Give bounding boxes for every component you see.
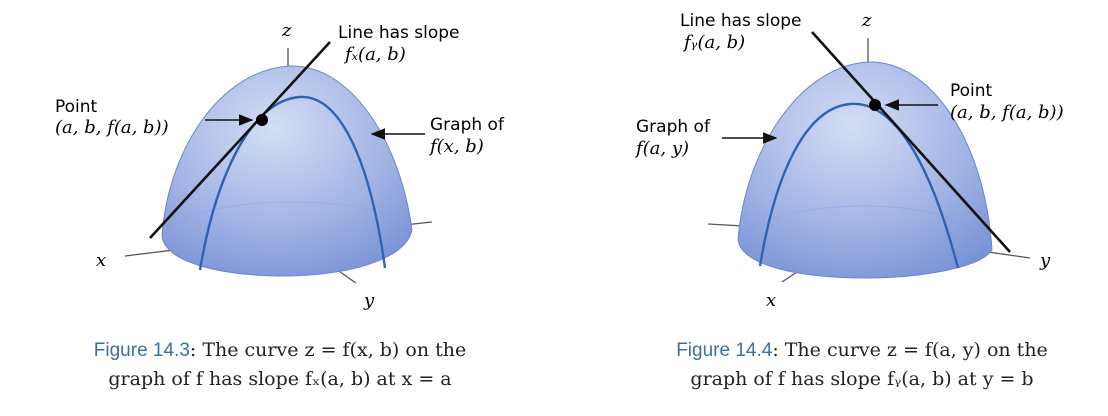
y-axis-right	[987, 251, 1031, 259]
surface-dome-left	[161, 65, 413, 277]
curve-f-x-b	[198, 95, 387, 271]
slope-title-right: Line has slope	[680, 11, 802, 31]
caption-figure-14-4: Figure 14.4: The curve z = f(a, y) on th…	[632, 336, 1092, 393]
graph-expr-right: f(a, y)	[634, 138, 689, 159]
axis-x-label-left: x	[96, 250, 106, 271]
dome-base-rim-left	[161, 201, 413, 237]
point-title-right: Point	[950, 81, 993, 101]
axis-z-label-left: z	[281, 20, 292, 41]
caption-figure-14-3: Figure 14.3: The curve z = f(x, b) on th…	[50, 336, 510, 393]
point-right	[869, 99, 881, 111]
curve-f-a-y	[758, 102, 960, 269]
point-expr-right: (a, b, f(a, b))	[950, 102, 1064, 123]
caption-line2-left: graph of f has slope fₓ(a, b) at x = a	[108, 368, 452, 390]
caption-line1-right: Figure 14.4: The curve z = f(a, y) on th…	[632, 336, 1092, 365]
tangent-line-right	[811, 31, 1011, 253]
x-axis-right-back	[707, 223, 745, 227]
figure-14-4: z y x Line has slope fᵧ(a, b) Point (a, …	[634, 10, 1064, 311]
axis-x-label-right: x	[766, 290, 776, 311]
slope-expr-right: fᵧ(a, b)	[682, 32, 745, 53]
graph-title-left: Graph of	[430, 115, 505, 135]
axis-y-label-left: y	[363, 290, 375, 311]
caption-label-left: Figure 14.3	[93, 340, 190, 361]
slope-expr-left: fₓ(a, b)	[343, 44, 406, 65]
caption-line1-left: Figure 14.3: The curve z = f(x, b) on th…	[50, 336, 510, 365]
graph-expr-left: f(x, b)	[428, 136, 484, 157]
graph-title-right: Graph of	[636, 117, 711, 137]
axis-z-label-right: z	[861, 10, 872, 31]
point-title-left: Point	[55, 97, 98, 117]
slope-title-left: Line has slope	[338, 23, 460, 43]
diagram: z x y Line has slope fₓ(a, b) Point (a, …	[55, 10, 1064, 311]
caption-label-right: Figure 14.4	[676, 340, 773, 361]
axis-y-label-right: y	[1039, 250, 1051, 271]
caption-line2-right: graph of f has slope fᵧ(a, b) at y = b	[690, 368, 1034, 390]
figure-14-3: z x y Line has slope fₓ(a, b) Point (a, …	[55, 20, 505, 311]
dome-base-rim-right	[737, 205, 993, 251]
y-axis-left	[339, 271, 357, 284]
caption-text1-left: : The curve z = f(x, b) on the	[189, 339, 467, 361]
point-left	[256, 114, 268, 126]
caption-text1-right: : The curve z = f(a, y) on the	[772, 339, 1048, 361]
point-expr-left: (a, b, f(a, b))	[55, 117, 169, 138]
surface-dome-right	[737, 61, 993, 279]
tangent-line-left	[149, 41, 331, 239]
